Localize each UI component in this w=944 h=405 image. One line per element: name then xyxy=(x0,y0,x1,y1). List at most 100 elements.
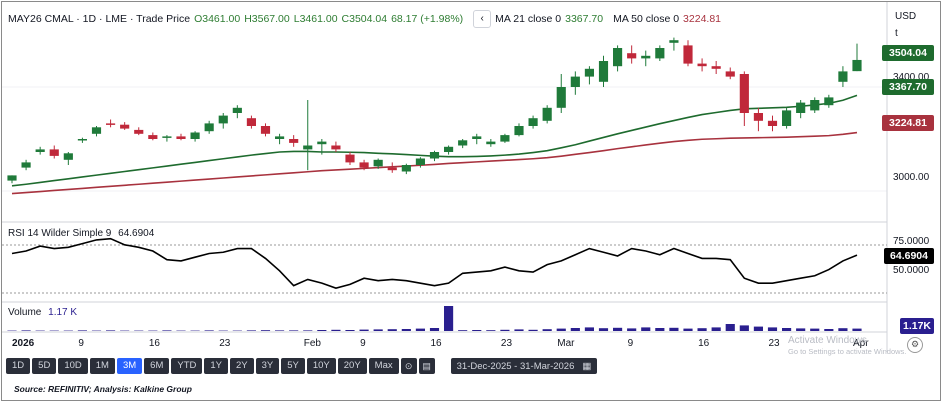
candle-body xyxy=(429,152,440,159)
open-value: O3461.00 xyxy=(194,13,241,25)
rsi-tick: 50.0000 xyxy=(893,265,930,276)
volume-bar xyxy=(246,330,256,331)
volume-bar xyxy=(570,328,580,331)
activate-windows-hint: Go to Settings to activate Windows. xyxy=(788,347,907,356)
candle-body xyxy=(373,159,383,167)
candle xyxy=(289,135,299,147)
volume-bar xyxy=(429,328,440,331)
volume-bar xyxy=(162,330,172,331)
candle-body xyxy=(584,68,594,77)
period-button-3m[interactable]: 3M xyxy=(116,358,143,374)
period-button-6m[interactable]: 6M xyxy=(144,358,170,374)
candle-body xyxy=(444,146,454,152)
volume-legend: Volume 1.17 K xyxy=(8,307,77,318)
candle-body xyxy=(63,153,73,160)
rsi-tick: 75.0000 xyxy=(893,236,930,247)
ma21-value: 3367.70 xyxy=(565,13,604,25)
close-value: C3504.04 xyxy=(341,13,388,25)
time-axis-label: 16 xyxy=(149,338,161,349)
candle xyxy=(275,133,285,145)
candle xyxy=(35,146,45,155)
candle xyxy=(472,133,482,145)
date-range-field[interactable]: 31-Dec-2025 - 31-Mar-2026 ▦ xyxy=(450,358,598,374)
candle-body xyxy=(767,120,778,126)
candle-body xyxy=(725,71,735,77)
candle xyxy=(7,175,17,184)
period-button-1m[interactable]: 1M xyxy=(89,358,115,374)
volume-bar xyxy=(810,328,820,331)
volume-bar xyxy=(500,329,510,331)
candle-body xyxy=(641,55,651,59)
volume-bar xyxy=(204,330,214,331)
candle-body xyxy=(810,100,820,111)
volume-bar xyxy=(683,328,693,331)
volume-bar xyxy=(275,330,285,331)
period-button-3y[interactable]: 3Y xyxy=(255,358,280,374)
candle xyxy=(303,100,313,171)
volume-bar xyxy=(106,330,116,331)
candle-body xyxy=(260,126,271,134)
activate-windows-title: Activate Windows xyxy=(788,335,867,346)
candle-body xyxy=(246,118,256,126)
time-axis-label: Mar xyxy=(557,338,575,349)
candle-body xyxy=(162,136,172,138)
ma50-price-tag: 3224.81 xyxy=(882,115,934,131)
time-axis-label: 9 xyxy=(360,338,366,349)
period-button-10d[interactable]: 10D xyxy=(58,358,88,374)
period-button-max[interactable]: Max xyxy=(368,358,399,374)
candle-body xyxy=(627,53,637,59)
candle xyxy=(415,157,425,168)
scale-mode-label[interactable]: t xyxy=(895,28,898,39)
date-picker-icon[interactable]: ▤ xyxy=(418,358,435,374)
candle xyxy=(458,139,468,149)
volume-bar xyxy=(542,329,552,331)
candle xyxy=(63,152,73,165)
high-value: H3567.00 xyxy=(244,13,290,25)
time-axis-label: 23 xyxy=(501,338,513,349)
period-button-5d[interactable]: 5D xyxy=(32,358,57,374)
candle xyxy=(444,145,454,155)
candle xyxy=(655,45,665,61)
candle-body xyxy=(289,139,299,143)
candle-body xyxy=(415,158,425,165)
candle-body xyxy=(753,113,763,121)
candle xyxy=(134,127,144,136)
volume-bar xyxy=(77,330,87,331)
candle xyxy=(429,150,440,162)
candle-body xyxy=(7,175,17,181)
time-axis-label: 23 xyxy=(769,338,781,349)
period-button-1y[interactable]: 1Y xyxy=(204,358,228,374)
candle-body xyxy=(542,107,552,121)
chevron-left-icon[interactable]: ‹ xyxy=(473,10,492,28)
chart-legend: MAY26 CMAL · 1D · LME · Trade Price O346… xyxy=(8,10,725,28)
volume-tag: 1.17K xyxy=(900,318,934,334)
candle xyxy=(711,61,721,74)
period-button-1d[interactable]: 1D xyxy=(6,358,31,374)
candle-body xyxy=(303,145,313,150)
period-button-5y[interactable]: 5Y xyxy=(281,358,305,374)
gear-icon[interactable]: ⚙ xyxy=(907,337,923,353)
compare-icon[interactable]: ⊙ xyxy=(400,358,417,374)
candle xyxy=(148,132,158,141)
candle xyxy=(106,119,116,128)
candle xyxy=(824,94,834,108)
period-button-ytd[interactable]: YTD xyxy=(171,358,203,374)
candle-body xyxy=(782,110,792,126)
volume-bar xyxy=(824,329,834,331)
period-button-20y[interactable]: 20Y xyxy=(337,358,367,374)
candle xyxy=(782,107,792,129)
calendar-icon[interactable]: ▦ xyxy=(582,360,592,372)
chart-canvas[interactable]: 2026 9 16 23 Feb 9 16 23 Mar 9 16 23 Apr xyxy=(2,2,941,401)
candle xyxy=(542,105,552,124)
candle xyxy=(514,123,524,137)
candle xyxy=(91,126,102,137)
currency-label[interactable]: USD xyxy=(895,11,917,22)
ma50-label: MA 50 close 0 xyxy=(613,13,680,25)
candle-body xyxy=(669,40,679,43)
candle xyxy=(246,115,256,129)
candle xyxy=(49,145,59,159)
period-button-2y[interactable]: 2Y xyxy=(229,358,254,374)
candle xyxy=(218,113,228,129)
period-button-10y[interactable]: 10Y xyxy=(306,358,336,374)
